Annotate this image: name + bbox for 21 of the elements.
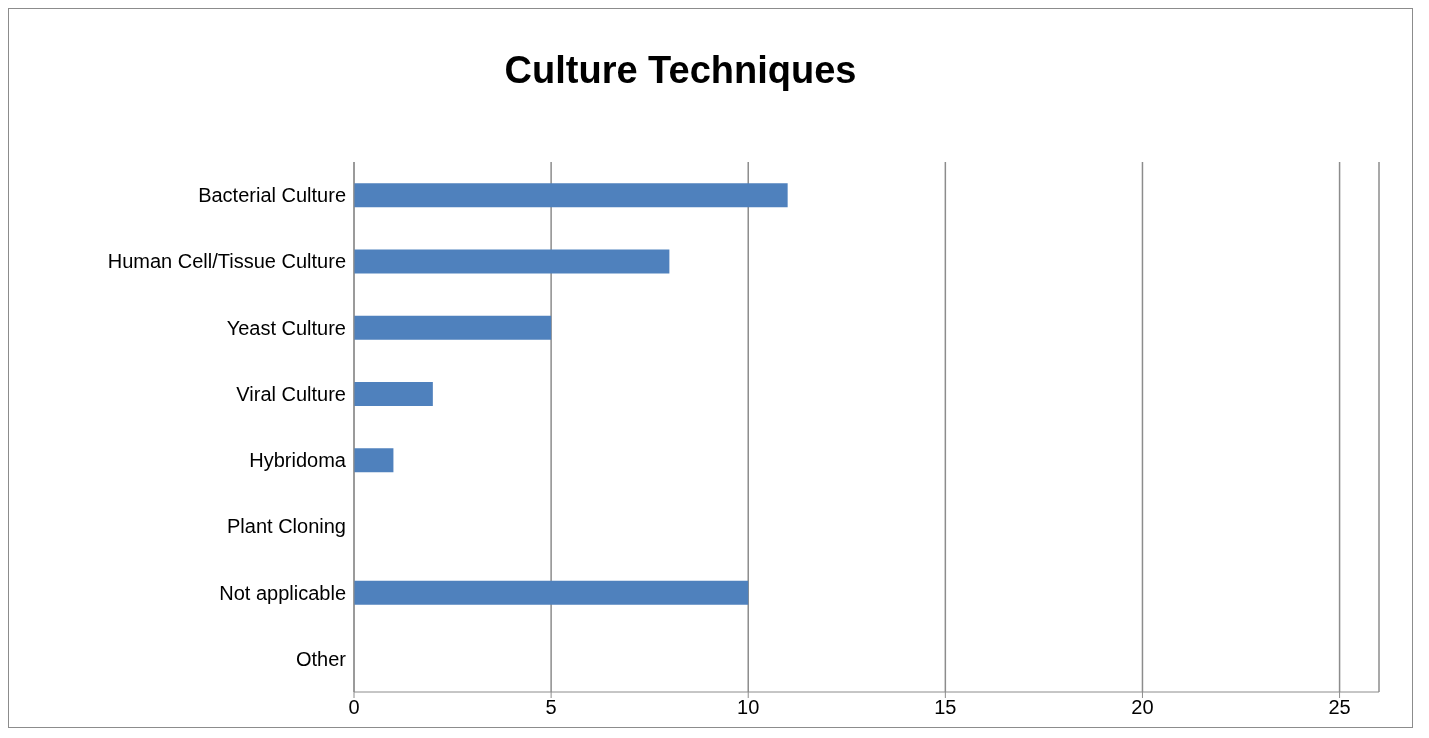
y-tick-label: Not applicable bbox=[219, 581, 346, 604]
y-tick-label: Other bbox=[295, 647, 347, 670]
y-tick-label: Plant Cloning bbox=[227, 515, 346, 538]
bar bbox=[354, 381, 433, 406]
bar bbox=[354, 580, 749, 605]
x-tick-label: 20 bbox=[1131, 696, 1154, 719]
x-tick-label: 5 bbox=[545, 696, 557, 719]
x-tick-label: 0 bbox=[348, 696, 360, 719]
y-tick-label: Yeast Culture bbox=[226, 316, 346, 339]
x-tick-label: 25 bbox=[1328, 696, 1351, 719]
y-tick-label: Bacterial Culture bbox=[198, 184, 346, 207]
y-tick-label: Viral Culture bbox=[236, 382, 346, 405]
chart-title: Culture Techniques bbox=[503, 49, 858, 92]
y-tick-label: Hybridoma bbox=[249, 449, 347, 472]
x-tick-label: 15 bbox=[934, 696, 957, 719]
bar bbox=[354, 315, 552, 340]
x-tick-label: 10 bbox=[737, 696, 760, 719]
bar bbox=[354, 448, 394, 473]
bar bbox=[354, 183, 788, 208]
y-tick-label: Human Cell/Tissue Culture bbox=[107, 250, 346, 273]
bar bbox=[354, 249, 670, 274]
